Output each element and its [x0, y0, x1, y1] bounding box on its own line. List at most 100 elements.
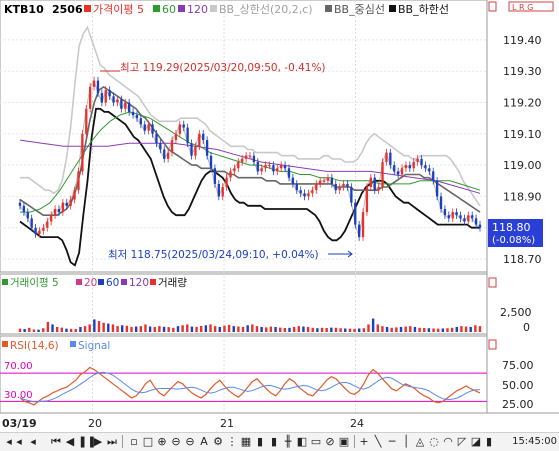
candle-body [365, 187, 369, 213]
candle-body [256, 162, 259, 172]
legend-vol-ma: 거래이평 5 [10, 277, 59, 289]
channel-icon[interactable]: ◬ [415, 435, 425, 448]
volume-bar [330, 327, 333, 332]
first-page-icon[interactable]: ⏮ [51, 435, 61, 448]
area-icon[interactable]: ◧ [296, 435, 308, 448]
zoom-in-icon[interactable]: ⊕ [157, 435, 167, 448]
arc-icon[interactable]: ◠ [443, 435, 453, 448]
x-label-24: 24 [350, 417, 364, 430]
panel-options-box[interactable]: L R G [488, 1, 554, 12]
candle-body [85, 108, 88, 134]
volume-bar [213, 326, 217, 332]
erase-icon[interactable]: ⊘ [325, 435, 335, 448]
candle-body [385, 152, 388, 162]
bar-icon[interactable]: ▮ [256, 435, 264, 448]
vol-tick-0: 0 [523, 321, 530, 334]
legend-vol-20: 20 [84, 277, 97, 289]
candle-body [46, 221, 49, 228]
fibonacci-icon[interactable]: ◌ [429, 435, 439, 448]
candle-body [202, 133, 205, 141]
rsi-lines [0, 366, 487, 406]
candle-body [209, 155, 213, 169]
scroll-handle-icon[interactable]: ▮ [485, 435, 493, 448]
candle-body [135, 115, 139, 119]
volume-bar [404, 326, 407, 332]
pause-icon[interactable]: ❚❚ [78, 435, 97, 448]
price-tick: 118.70 [503, 253, 542, 266]
price-panel[interactable] [0, 0, 488, 273]
volume-bar [121, 325, 124, 332]
save-icon[interactable]: ▣ [338, 435, 350, 448]
volume-bar [162, 326, 166, 332]
vertical-line-icon[interactable]: │ [402, 435, 410, 448]
line-icon[interactable]: ╫ [284, 435, 292, 448]
volume-bar [474, 325, 477, 332]
vol-options-box[interactable] [488, 277, 497, 288]
volume-bar [116, 326, 119, 332]
series-BB_하한선 [19, 107, 480, 267]
candle-icon[interactable]: ▮ [270, 435, 278, 448]
text-tool-icon[interactable]: A [200, 435, 208, 448]
cursor-icon[interactable]: ▭ [310, 435, 322, 448]
scroll-start-icon[interactable]: ◂ [30, 435, 36, 448]
legend-ma60: 60 [162, 3, 176, 16]
crosshair-icon[interactable]: + [359, 435, 369, 448]
settings-icon[interactable]: ⚙ [213, 435, 223, 448]
volume-bar [69, 328, 73, 332]
scroll-prev-icon[interactable]: ◂ [16, 435, 22, 448]
candle-body [237, 162, 240, 169]
grid-icon[interactable]: ▦ [240, 435, 252, 448]
candle-body [330, 177, 334, 184]
candle-body [198, 133, 201, 147]
candle-body [18, 202, 22, 206]
delete-drawing-icon[interactable]: ◪ [470, 435, 482, 448]
legend-ma60-swatch [153, 5, 160, 12]
horizontal-line-icon[interactable]: ─ [388, 435, 396, 448]
fan-icon[interactable]: ◸ [457, 435, 467, 448]
candle-body [268, 165, 271, 167]
legend-bb-mid-swatch [325, 5, 332, 12]
rsi-tick-50: 50.00 [502, 379, 534, 392]
rsi-tick-75: 75.00 [502, 359, 534, 372]
box-icon[interactable]: □ [142, 435, 154, 448]
volume-bar [251, 324, 254, 332]
volume-bar [204, 325, 208, 332]
panel-options-label: L R G [512, 3, 533, 12]
zoom-out-icon[interactable]: ⊖ [171, 435, 181, 448]
price-tick: 119.10 [503, 128, 542, 141]
candle-body [393, 165, 396, 172]
candle-body [143, 124, 146, 131]
ruler-icon[interactable]: ⋮ [226, 435, 238, 448]
candle-body [221, 187, 224, 197]
last-page-icon[interactable]: ⏭ [107, 435, 117, 448]
candle-body [412, 162, 415, 169]
zoom-range-icon[interactable]: ▫ [130, 435, 138, 448]
volume-bar [311, 327, 314, 332]
trendline-icon[interactable]: ╲ [374, 435, 382, 448]
candle-body [264, 165, 267, 169]
volume-bar [176, 326, 180, 332]
volume-bar [357, 328, 361, 332]
candle-body [400, 168, 404, 175]
legend-rsi: RSI(14,6) [10, 340, 59, 352]
candle-body [299, 190, 302, 194]
volume-bar [260, 326, 263, 332]
volume-bar [144, 324, 147, 332]
candle-body [381, 162, 384, 188]
scroll-first-icon[interactable]: ◂ [6, 435, 12, 448]
volume-bar [102, 322, 105, 332]
volume-panel[interactable] [0, 273, 488, 335]
x-label-21: 21 [220, 417, 234, 430]
next-page-icon[interactable]: ▶ [93, 435, 103, 448]
prev-page-icon[interactable]: ◀ [65, 435, 75, 448]
candle-body [30, 218, 33, 228]
candle-body [322, 180, 326, 182]
candle-body [342, 183, 345, 188]
candle-body [459, 215, 462, 219]
zoom-minus-icon[interactable]: ⊖ [185, 435, 195, 448]
volume-bar [83, 326, 87, 332]
candle-body [190, 143, 193, 156]
rsi-options-box[interactable] [488, 339, 497, 350]
candle-body [389, 152, 392, 166]
volume-bar [139, 326, 143, 332]
